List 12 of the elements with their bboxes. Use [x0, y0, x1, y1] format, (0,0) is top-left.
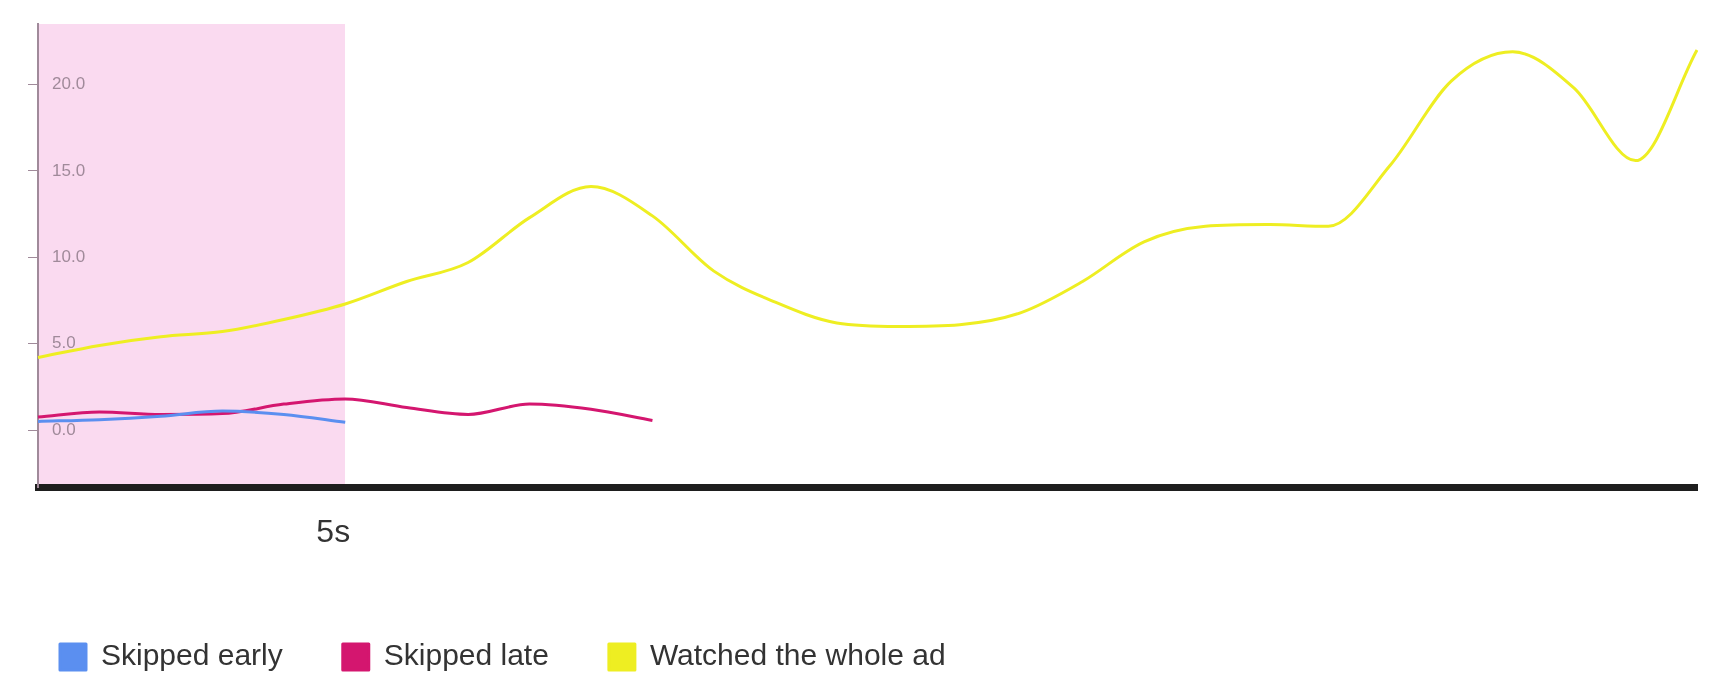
line-series — [36, 48, 1699, 359]
legend-label: Watched the whole ad — [649, 638, 946, 672]
legend-label: Skipped late — [383, 638, 549, 672]
legend-label: Skipped early — [101, 638, 283, 672]
y-tick-label: 0.0 — [52, 419, 76, 439]
text: 5s — [316, 512, 351, 549]
line-series — [36, 397, 654, 423]
y-tick-label: 15.0 — [52, 160, 86, 180]
y-tick-label: 5.0 — [52, 333, 76, 353]
line-series — [36, 409, 347, 424]
y-tick-label: 10.0 — [52, 247, 86, 267]
y-tick-label: 20.0 — [52, 74, 86, 94]
